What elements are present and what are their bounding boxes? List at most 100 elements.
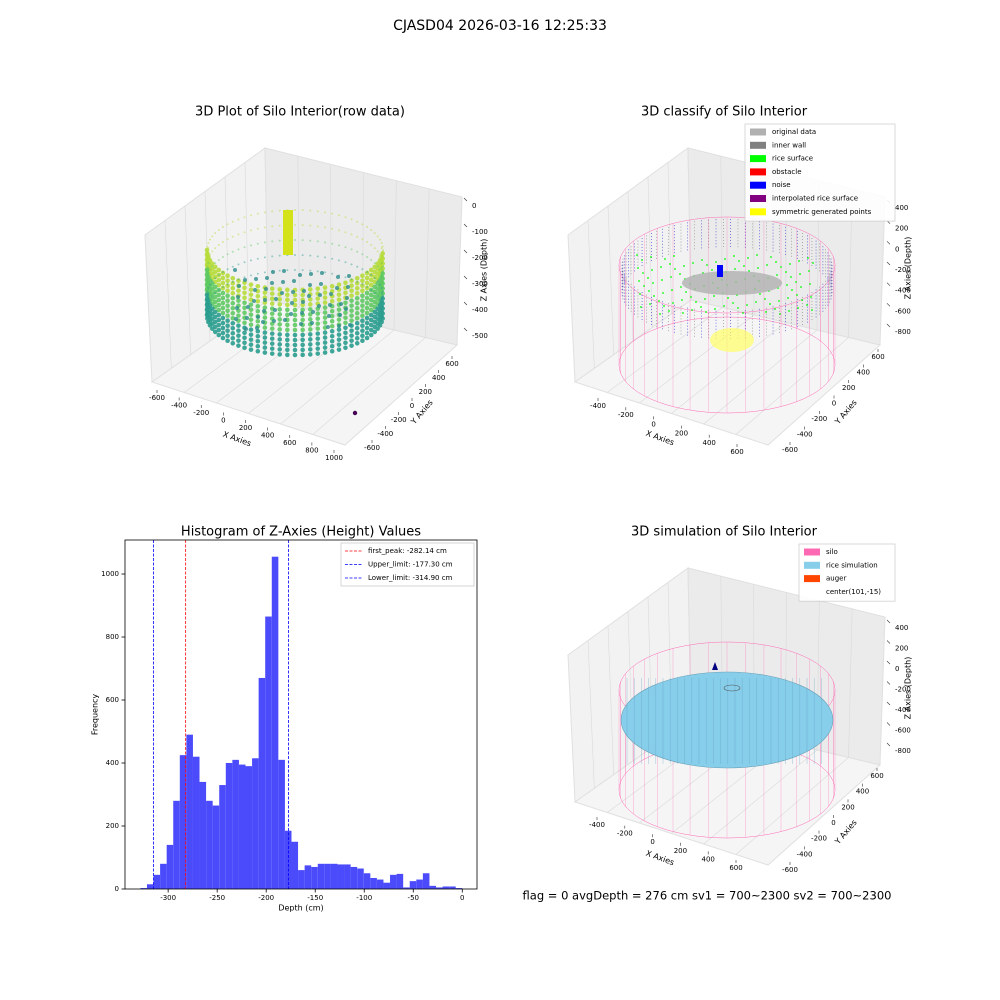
point-cloud xyxy=(204,282,210,288)
point-cloud xyxy=(316,240,319,243)
point-cloud xyxy=(269,286,275,291)
rice-surface xyxy=(715,261,717,263)
point-cloud xyxy=(220,280,226,286)
point-cloud xyxy=(277,317,283,322)
point-cloud xyxy=(382,314,384,316)
pane-grid xyxy=(393,180,397,331)
point-cloud xyxy=(373,247,376,250)
point-cloud xyxy=(343,300,348,306)
point-cloud xyxy=(220,275,226,281)
point-cloud xyxy=(315,296,321,301)
bar xyxy=(199,781,207,889)
rice-surface xyxy=(681,299,683,301)
point-cloud xyxy=(261,320,265,324)
z-tick-label: -200 xyxy=(895,266,911,274)
point-cloud xyxy=(204,267,210,273)
point-cloud xyxy=(230,325,236,331)
rice-surface xyxy=(808,270,810,272)
point-cloud xyxy=(381,305,384,308)
point-cloud xyxy=(380,286,385,291)
point-cloud xyxy=(354,285,360,291)
point-cloud xyxy=(235,306,239,310)
legend-label: rice surface xyxy=(772,155,813,163)
chart-title: Histogram of Z-Axies (Height) Values xyxy=(181,525,421,540)
point-cloud xyxy=(300,332,305,338)
point-cloud xyxy=(292,327,298,333)
chart-title: 3D Plot of Silo Interior(row data) xyxy=(195,105,405,120)
point-cloud xyxy=(242,345,247,351)
point-cloud xyxy=(278,209,281,212)
z-axis-label: Z Axies (Depth) xyxy=(904,657,913,720)
bar xyxy=(298,870,305,889)
bar xyxy=(350,866,358,889)
point-cloud xyxy=(322,330,328,335)
point-cloud xyxy=(354,325,360,331)
z-tick xyxy=(463,301,468,306)
point-cloud xyxy=(208,268,211,271)
bar xyxy=(179,755,187,889)
pane-grid xyxy=(606,307,723,393)
point-cloud xyxy=(263,256,266,259)
point-cloud xyxy=(216,302,222,308)
point-cloud xyxy=(366,256,369,259)
point-cloud xyxy=(226,238,229,241)
point-cloud xyxy=(225,338,230,344)
point-cloud xyxy=(360,278,365,284)
point-cloud xyxy=(208,298,211,301)
point-cloud xyxy=(207,257,210,260)
point-cloud xyxy=(285,312,290,318)
point-cloud xyxy=(292,347,298,353)
point-cloud xyxy=(338,229,340,232)
point-cloud xyxy=(366,286,369,289)
bar xyxy=(265,616,272,889)
point-cloud xyxy=(277,337,283,342)
legend-label: center(101,-15) xyxy=(826,588,881,596)
point-cloud xyxy=(300,311,304,315)
point-cloud xyxy=(277,297,283,302)
pane-grid xyxy=(183,307,300,393)
point-cloud xyxy=(206,270,209,273)
point-cloud xyxy=(211,280,214,283)
x-tick-label: -100 xyxy=(356,894,372,902)
y-tick-label: -600 xyxy=(782,866,798,874)
point-cloud xyxy=(349,338,354,343)
point-cloud xyxy=(217,274,220,276)
point-cloud xyxy=(220,290,226,296)
z-tick-label: 0 xyxy=(472,202,476,210)
point-cloud xyxy=(206,285,209,288)
point-cloud xyxy=(322,300,328,305)
point-cloud xyxy=(338,259,340,262)
point-cloud xyxy=(364,320,370,326)
point-cloud xyxy=(248,327,254,332)
point-cloud xyxy=(317,304,321,308)
legend-swatch xyxy=(750,168,766,176)
point-cloud xyxy=(360,338,365,344)
point-cloud xyxy=(263,271,266,274)
point-cloud xyxy=(234,317,238,321)
x-tick-label: 0 xyxy=(651,420,655,428)
point-cloud xyxy=(217,229,220,231)
point-cloud xyxy=(269,341,275,346)
point-cloud xyxy=(329,318,335,324)
point-cloud xyxy=(278,254,281,257)
rice-surface xyxy=(659,313,661,315)
point-cloud xyxy=(354,295,360,301)
rice-surface xyxy=(779,313,781,315)
point-cloud xyxy=(285,322,290,328)
point-cloud xyxy=(370,229,373,231)
bar xyxy=(173,800,180,889)
point-cloud xyxy=(242,305,247,311)
x-tick-label: 400 xyxy=(261,432,274,440)
point-cloud xyxy=(349,313,354,318)
point-cloud xyxy=(262,330,268,335)
point-cloud xyxy=(256,212,259,215)
point-cloud xyxy=(230,330,236,336)
point-cloud xyxy=(220,270,226,276)
point-cloud xyxy=(315,316,321,321)
rice-surface xyxy=(755,301,757,303)
point-cloud xyxy=(380,292,383,295)
point-cloud xyxy=(300,307,305,313)
legend-label: silo xyxy=(826,548,838,556)
point-cloud xyxy=(289,312,293,316)
point-cloud xyxy=(381,285,384,288)
